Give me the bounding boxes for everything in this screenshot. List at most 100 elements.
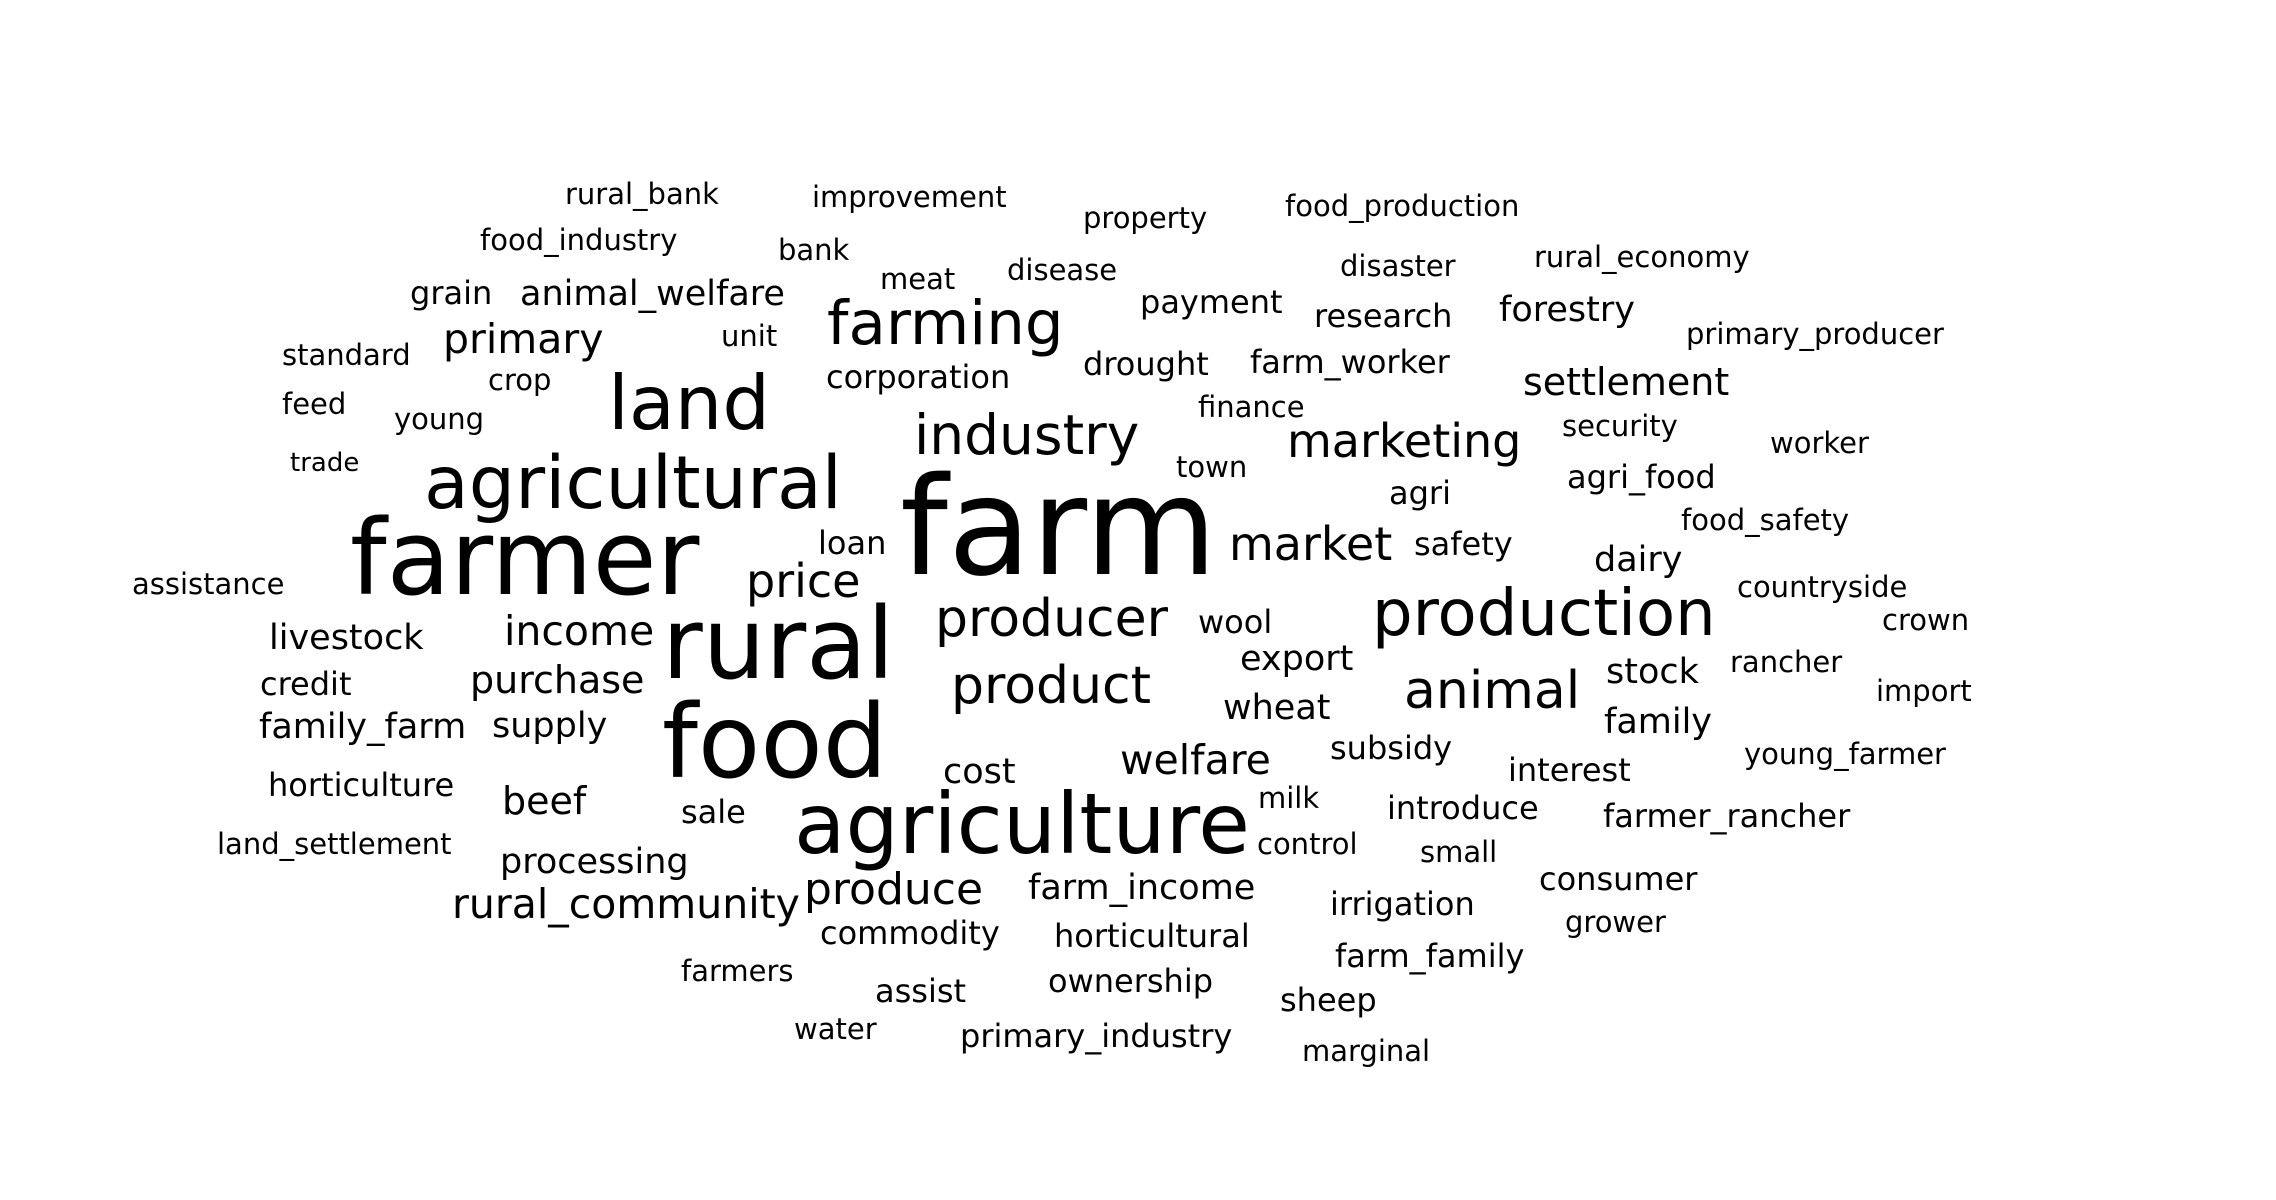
word-countryside: countryside xyxy=(1737,570,1908,604)
word-irrigation: irrigation xyxy=(1330,885,1475,923)
word-crop: crop xyxy=(488,363,552,397)
word-food-production: food_production xyxy=(1285,189,1520,223)
word-stock: stock xyxy=(1606,652,1699,692)
word-small: small xyxy=(1420,835,1498,869)
word-research: research xyxy=(1314,297,1453,335)
word-income: income xyxy=(504,607,655,655)
word-agriculture: agriculture xyxy=(794,775,1250,873)
word-export: export xyxy=(1240,639,1354,679)
word-farming: farming xyxy=(827,288,1064,359)
word-bank: bank xyxy=(778,233,850,267)
word-assistance: assistance xyxy=(132,567,285,601)
word-primary-industry: primary_industry xyxy=(960,1017,1233,1055)
word-primary: primary xyxy=(443,315,604,363)
word-sale: sale xyxy=(681,793,746,831)
word-water: water xyxy=(794,1012,877,1046)
word-corporation: corporation xyxy=(826,358,1011,396)
word-agricultural: agricultural xyxy=(424,441,842,526)
word-marketing: marketing xyxy=(1287,414,1522,468)
word-farm: farm xyxy=(900,449,1218,607)
word-property: property xyxy=(1083,201,1208,235)
word-market: market xyxy=(1229,517,1393,571)
word-produce: produce xyxy=(804,864,984,915)
word-family: family xyxy=(1604,702,1713,742)
word-disaster: disaster xyxy=(1340,249,1456,283)
word-supply: supply xyxy=(492,706,608,746)
word-feed: feed xyxy=(282,387,347,421)
word-rancher: rancher xyxy=(1730,645,1843,679)
word-industry: industry xyxy=(914,403,1140,467)
word-milk: milk xyxy=(1258,781,1320,815)
word-primary-producer: primary_producer xyxy=(1686,317,1944,351)
word-rural-community: rural_community xyxy=(452,880,800,928)
word-sheep: sheep xyxy=(1280,981,1377,1019)
word-cost: cost xyxy=(943,752,1016,792)
word-young-farmer: young_farmer xyxy=(1744,737,1946,771)
word-family-farm: family_farm xyxy=(259,707,467,747)
word-horticulture: horticulture xyxy=(268,766,455,804)
word-beef: beef xyxy=(502,779,587,823)
word-food-industry: food_industry xyxy=(480,223,678,257)
word-welfare: welfare xyxy=(1120,736,1271,784)
word-loan: loan xyxy=(818,524,887,562)
word-rural-bank: rural_bank xyxy=(565,177,719,211)
word-price: price xyxy=(746,554,861,608)
word-grain: grain xyxy=(410,274,493,312)
word-farmers: farmers xyxy=(681,954,794,988)
word-meat: meat xyxy=(880,262,956,296)
word-food: food xyxy=(662,683,888,802)
word-production: production xyxy=(1372,577,1716,651)
word-marginal: marginal xyxy=(1302,1034,1431,1068)
word-young: young xyxy=(394,402,485,436)
word-consumer: consumer xyxy=(1539,860,1698,898)
word-land-settlement: land_settlement xyxy=(217,827,452,861)
word-farmer: farmer xyxy=(350,497,700,619)
word-livestock: livestock xyxy=(269,618,424,658)
word-payment: payment xyxy=(1140,283,1283,321)
word-import: import xyxy=(1876,674,1972,708)
word-disease: disease xyxy=(1007,253,1118,287)
word-farmer-rancher: farmer_rancher xyxy=(1603,797,1851,835)
word-land: land xyxy=(608,359,770,447)
word-town: town xyxy=(1176,450,1248,484)
word-farm-family: farm_family xyxy=(1335,937,1525,975)
word-worker: worker xyxy=(1770,426,1869,460)
word-drought: drought xyxy=(1083,345,1209,383)
word-introduce: introduce xyxy=(1387,789,1539,827)
word-food-safety: food_safety xyxy=(1681,503,1850,537)
word-purchase: purchase xyxy=(470,658,645,702)
word-ownership: ownership xyxy=(1048,962,1214,1000)
word-rural-economy: rural_economy xyxy=(1534,240,1750,274)
word-commodity: commodity xyxy=(820,914,1000,952)
word-unit: unit xyxy=(721,319,778,353)
word-crown: crown xyxy=(1882,603,1970,637)
word-rural: rural xyxy=(662,587,895,702)
word-improvement: improvement xyxy=(812,180,1007,214)
word-wool: wool xyxy=(1198,603,1273,641)
word-animal: animal xyxy=(1404,661,1581,721)
word-producer: producer xyxy=(935,589,1168,649)
word-processing: processing xyxy=(500,842,689,882)
word-farm-worker: farm_worker xyxy=(1250,343,1450,381)
word-product: product xyxy=(951,656,1152,716)
word-safety: safety xyxy=(1414,525,1513,563)
word-grower: grower xyxy=(1565,905,1666,939)
word-credit: credit xyxy=(260,665,352,703)
word-control: control xyxy=(1257,827,1358,861)
word-agri-food: agri_food xyxy=(1567,458,1716,496)
word-agri: agri xyxy=(1389,474,1451,512)
word-animal-welfare: animal_welfare xyxy=(520,274,785,314)
word-horticultural: horticultural xyxy=(1054,917,1250,955)
word-finance: finance xyxy=(1198,390,1305,424)
word-wheat: wheat xyxy=(1223,688,1331,728)
word-dairy: dairy xyxy=(1594,540,1683,580)
word-assist: assist xyxy=(875,972,967,1010)
word-security: security xyxy=(1562,409,1678,443)
word-interest: interest xyxy=(1508,751,1631,789)
word-forestry: forestry xyxy=(1499,290,1635,330)
word-subsidy: subsidy xyxy=(1330,729,1453,767)
word-trade: trade xyxy=(290,448,360,478)
word-settlement: settlement xyxy=(1523,360,1730,404)
word-farm-income: farm_income xyxy=(1028,868,1256,908)
